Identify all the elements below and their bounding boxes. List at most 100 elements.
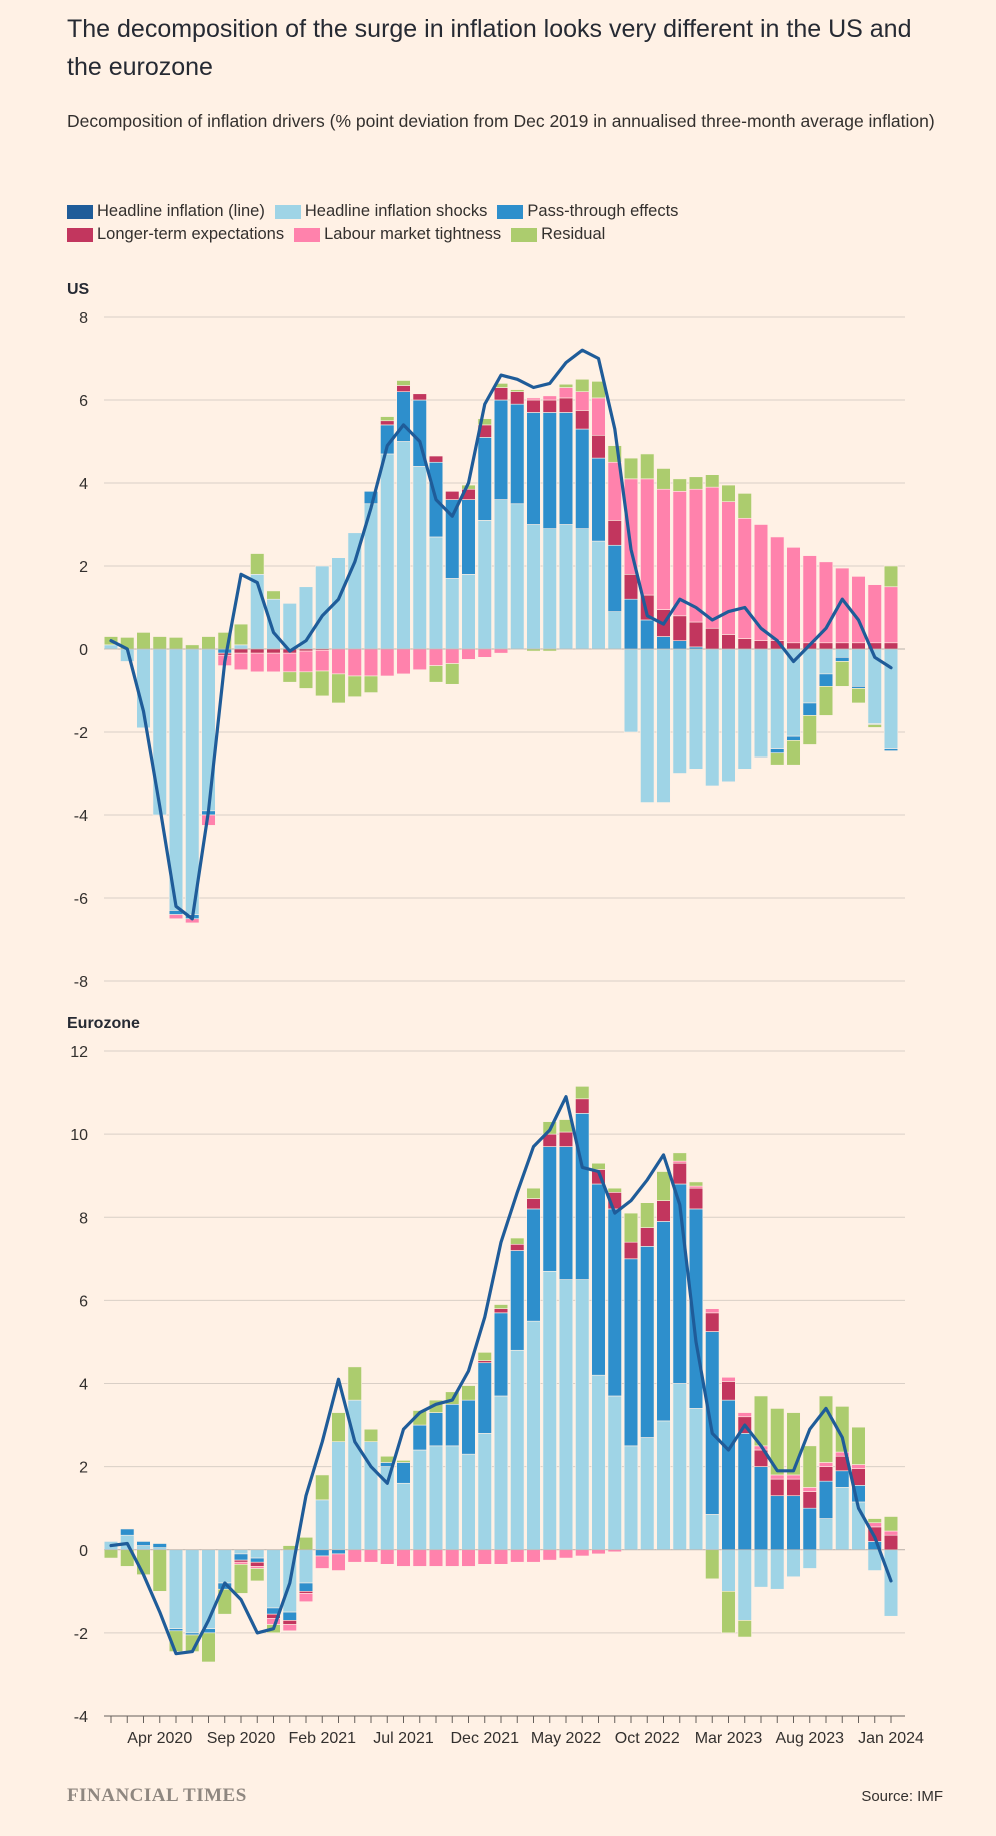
bar-segment [477, 1360, 492, 1364]
bar-segment [152, 1543, 167, 1548]
bar-segment [558, 383, 574, 388]
bar-segment [217, 1549, 232, 1584]
bar-segment [461, 1385, 476, 1401]
bar-segment [656, 468, 671, 490]
bar-segment [298, 1591, 314, 1594]
bar-segment [347, 675, 362, 698]
bar-segment [802, 1549, 817, 1569]
bar-segment [575, 378, 590, 392]
bar-segment [672, 490, 687, 617]
bar-segment [428, 648, 444, 666]
bar-segment [233, 1561, 249, 1565]
bar-segment [737, 1549, 752, 1621]
bar-segment [867, 1518, 882, 1524]
bar-segment [331, 1549, 346, 1555]
bar-segment [201, 648, 216, 812]
bar-segment [542, 1549, 557, 1561]
bar-segment [477, 648, 492, 658]
bar-segment [412, 1449, 427, 1551]
y-tick-label: 8 [79, 310, 88, 327]
bar-segment [412, 1424, 427, 1451]
bar-segment [818, 642, 834, 650]
bar-segment [250, 652, 265, 673]
bar-segment [201, 1632, 216, 1663]
bar-segment [656, 1171, 671, 1201]
bar-segment [120, 1528, 135, 1536]
bar-segment [770, 536, 785, 642]
bar-segment [721, 1591, 736, 1634]
bar-segment [753, 1466, 769, 1551]
bar-segment [136, 1541, 151, 1546]
bar-segment [298, 1536, 314, 1551]
bar-segment [753, 1549, 769, 1588]
bar-segment [640, 1227, 655, 1247]
bar-segment [363, 648, 379, 677]
bar-segment [542, 1270, 557, 1551]
bar-segment [168, 1628, 184, 1632]
bar-segment [640, 648, 655, 803]
bar-segment [802, 648, 817, 704]
y-tick-label: 6 [79, 393, 88, 410]
chart-subtitle: Decomposition of inflation drivers (% po… [67, 111, 935, 131]
bar-segment [818, 561, 834, 644]
bar-segment [607, 1187, 622, 1193]
bar-segment [266, 590, 281, 600]
bar-segment [510, 503, 525, 650]
bar-segment [282, 1624, 297, 1632]
bar-segment [510, 389, 525, 393]
bar-segment [688, 1187, 704, 1210]
bar-segment [835, 656, 850, 662]
bar-segment [802, 1507, 817, 1551]
bar-segment [526, 1320, 541, 1551]
bar-segment [753, 648, 769, 758]
bar-segment [510, 391, 525, 405]
bar-segment [428, 1549, 444, 1567]
bar-segment [705, 474, 720, 488]
bar-segment [493, 399, 509, 500]
bar-segment [233, 623, 249, 646]
legend-item-pass-through: Pass-through effects [497, 202, 678, 221]
bar-segment [347, 1549, 362, 1563]
bar-segment [266, 598, 281, 650]
bar-segment [770, 1408, 785, 1476]
bar-segment [331, 1441, 346, 1551]
bar-segment [786, 1478, 801, 1497]
bar-segment [380, 416, 395, 422]
bar-segment [428, 1412, 444, 1447]
bar-segment [705, 1308, 720, 1314]
bar-segment [396, 1549, 411, 1567]
bar-segment [802, 702, 817, 716]
bar-segment [363, 1428, 379, 1442]
bar-segment [185, 644, 200, 650]
bar-segment [493, 1308, 509, 1314]
bar-segment [705, 1549, 720, 1580]
bar-segment [802, 1445, 817, 1488]
bar-segment [656, 488, 671, 610]
bar-segment [818, 1466, 834, 1482]
bar-segment [396, 648, 411, 675]
bar-segment [802, 715, 817, 745]
panel-label-eurozone: Eurozone [67, 1015, 140, 1032]
bar-segment [380, 1549, 395, 1565]
bar-segment [558, 387, 574, 399]
bar-segment [250, 1557, 265, 1563]
bar-segment [315, 1555, 330, 1569]
ft-logo: FINANCIAL TIMES [67, 1785, 247, 1806]
bar-segment [347, 1366, 362, 1401]
bar-segment [770, 1478, 785, 1497]
x-tick-label: Aug 2023 [775, 1730, 844, 1747]
bar-segment [103, 644, 119, 650]
bar-segment [737, 1433, 752, 1551]
bar-segment [851, 1426, 866, 1465]
x-tick-label: Dec 2021 [451, 1730, 520, 1747]
bar-segment [510, 1349, 525, 1551]
legend-swatch [67, 227, 93, 242]
y-tick-label: 12 [70, 1044, 88, 1061]
bar-segment [575, 391, 590, 411]
bar-segment [786, 1474, 801, 1480]
bar-segment [233, 1559, 249, 1563]
bar-segment [445, 663, 460, 685]
bar-segment [623, 1212, 639, 1243]
bar-segment [867, 584, 882, 644]
bar-segment [558, 412, 574, 525]
